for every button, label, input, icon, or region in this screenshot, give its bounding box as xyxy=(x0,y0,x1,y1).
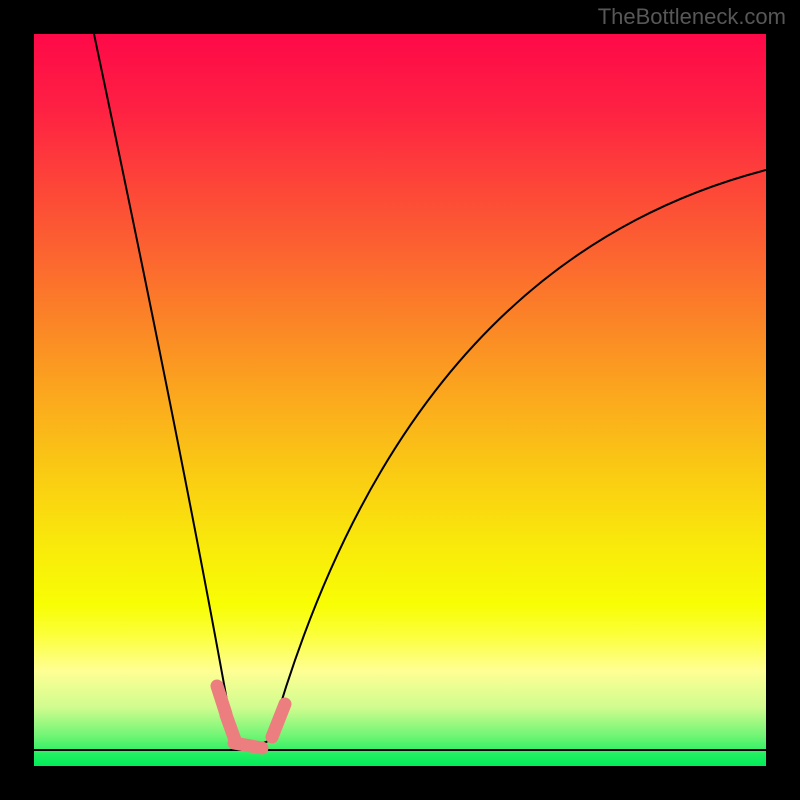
marker-segment xyxy=(226,715,235,740)
marker-segment xyxy=(234,743,262,748)
chart-svg xyxy=(34,34,766,766)
plot-area xyxy=(34,34,766,766)
curve-left-branch xyxy=(94,34,234,740)
watermark-text: TheBottleneck.com xyxy=(598,4,786,30)
marker-group xyxy=(217,686,285,748)
curve-right-branch xyxy=(270,170,766,740)
marker-segment xyxy=(272,704,285,737)
